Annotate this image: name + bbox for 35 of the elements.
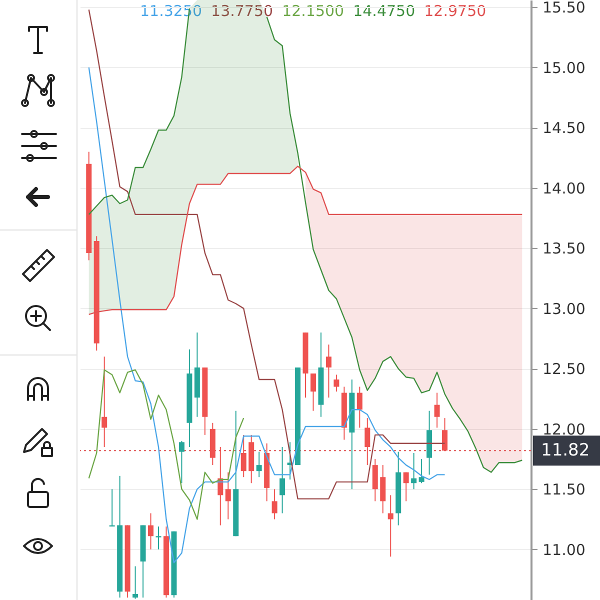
candlestick	[272, 488, 278, 520]
candlestick	[418, 458, 424, 484]
candlestick	[132, 566, 138, 600]
candlestick	[148, 512, 154, 550]
y-tick-label: 11.50	[542, 480, 586, 499]
line-series	[88, 66, 446, 564]
candlestick	[280, 446, 286, 514]
candlestick	[326, 344, 332, 398]
candlestick	[240, 434, 246, 478]
candlestick	[356, 386, 362, 428]
y-tick-label: 12.00	[542, 420, 586, 438]
y-tick-label: 12.50	[542, 360, 586, 378]
y-tick-label: 11.00	[542, 540, 586, 559]
candlestick	[442, 418, 448, 452]
candlestick	[178, 440, 184, 484]
ref-line-label: 11.82	[541, 440, 590, 461]
y-tick-label: 14.00	[542, 179, 586, 198]
candlestick	[310, 372, 316, 412]
y-tick-label: 13.50	[542, 240, 586, 258]
candlestick	[334, 374, 340, 392]
candlestick	[403, 472, 409, 502]
candlestick	[156, 526, 162, 550]
candlestick	[388, 494, 394, 558]
y-tick-label: 15.00	[542, 58, 586, 77]
candlestick	[225, 472, 231, 520]
candlestick	[364, 418, 370, 466]
candlestick	[434, 392, 440, 428]
candlestick	[411, 452, 417, 490]
line-series	[88, 166, 523, 316]
line-series	[88, 369, 244, 520]
candlestick	[256, 451, 262, 478]
y-tick-label: 13.00	[542, 300, 586, 318]
y-tick-label: 14.50	[542, 119, 586, 138]
y-tick-label: 15.50	[542, 0, 586, 17]
candlestick	[102, 356, 108, 448]
